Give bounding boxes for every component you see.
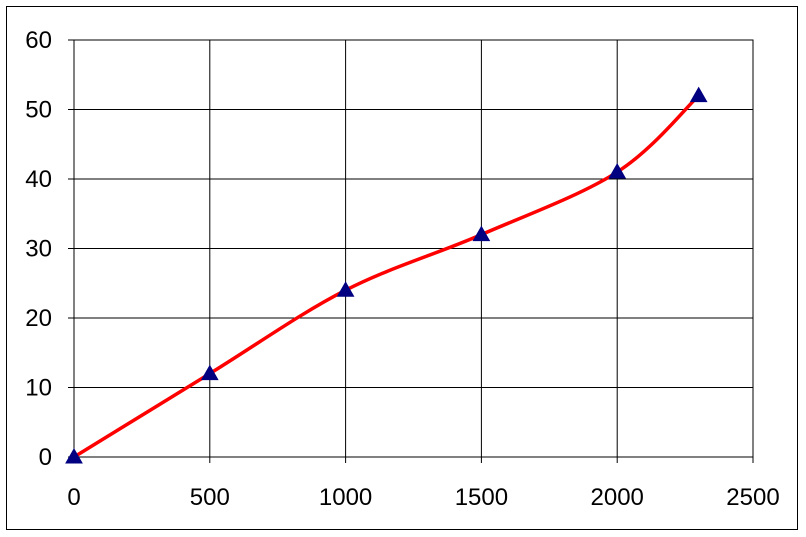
x-axis-ticks: 0 500 1000 1500 2000 2500 xyxy=(67,484,779,511)
data-point-marker xyxy=(65,447,83,464)
x-tick-label: 1000 xyxy=(319,484,372,511)
y-tick-label: 20 xyxy=(25,305,52,332)
series-layer xyxy=(65,86,708,464)
x-tick-label: 2500 xyxy=(726,484,779,511)
grid xyxy=(68,39,754,463)
x-tick-label: 2000 xyxy=(591,484,644,511)
y-tick-label: 60 xyxy=(25,27,52,54)
x-tick-label: 0 xyxy=(67,484,80,511)
data-point-marker xyxy=(608,163,627,179)
y-tick-label: 30 xyxy=(25,236,52,263)
x-tick-label: 1500 xyxy=(455,484,508,511)
y-tick-label: 50 xyxy=(25,97,52,124)
data-point-marker xyxy=(689,86,708,103)
y-tick-label: 10 xyxy=(25,375,52,402)
x-tick-label: 500 xyxy=(190,484,230,511)
data-point-marker xyxy=(336,281,355,297)
y-axis-ticks: 0 10 20 30 40 50 60 xyxy=(25,27,52,471)
y-tick-label: 40 xyxy=(25,166,52,193)
data-point-marker xyxy=(472,225,491,242)
data-point-marker xyxy=(200,364,219,381)
y-tick-label: 0 xyxy=(39,444,52,471)
